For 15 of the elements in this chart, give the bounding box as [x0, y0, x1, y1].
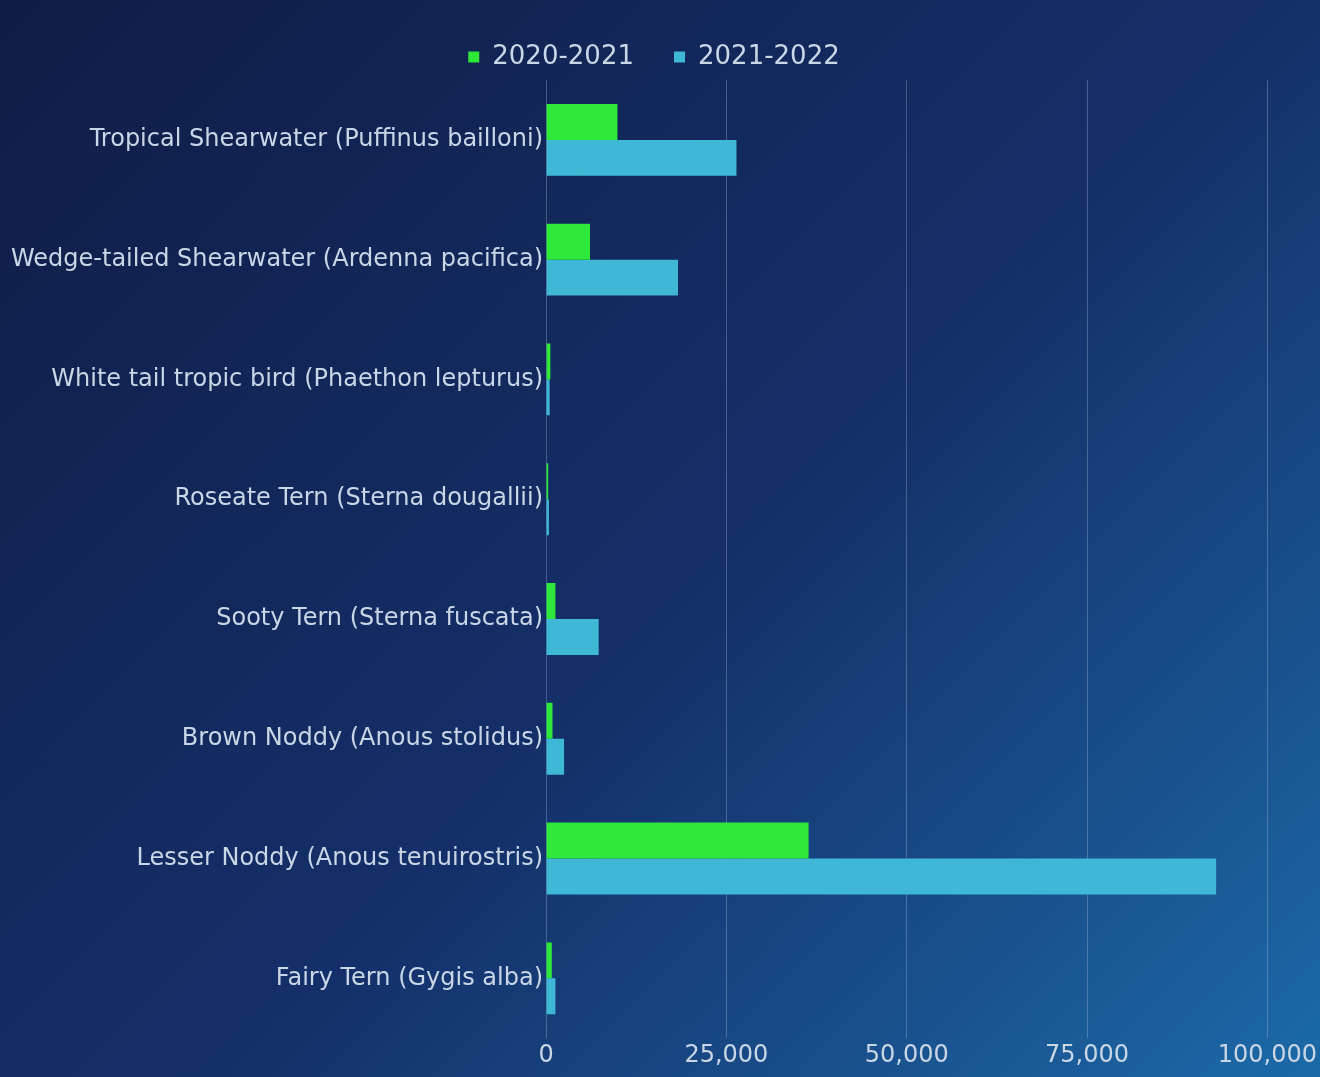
y-tick-label: White tail tropic bird (Phaethon lepturus) [51, 363, 544, 392]
x-tick-label: 100,000 [1217, 1039, 1317, 1068]
legend-label: 2020-2021 [492, 39, 634, 70]
x-tick-label: 0 [538, 1039, 554, 1068]
y-tick-label: Sooty Tern (Sterna fuscata) [216, 603, 544, 632]
y-tick-label: Roseate Tern (Sterna dougallii) [174, 483, 544, 512]
legend-label: 2021-2022 [698, 39, 840, 70]
y-tick-label: Tropical Shearwater (Puffinus bailloni) [88, 124, 544, 153]
y-tick-label: Fairy Tern (Gygis alba) [275, 962, 544, 991]
y-tick-label: Brown Noddy (Anous stolidus) [181, 723, 544, 751]
y-tick-label: Lesser Noddy (Anous tenuirostris) [136, 842, 544, 871]
x-tick-label: 50,000 [864, 1039, 949, 1068]
y-tick-label: Wedge-tailed Shearwater (Ardenna pacifica) [11, 243, 544, 272]
x-tick-label: 25,000 [684, 1039, 769, 1068]
x-tick-label: 75,000 [1045, 1039, 1130, 1068]
